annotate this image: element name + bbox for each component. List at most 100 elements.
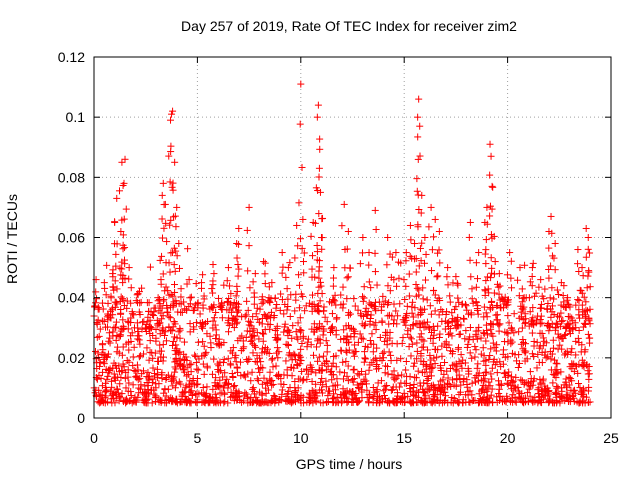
x-tick-label: 15 [396, 430, 412, 446]
data-point [411, 373, 419, 381]
data-point [547, 313, 555, 321]
data-point [266, 321, 274, 329]
data-point [230, 299, 238, 307]
data-point [208, 370, 216, 378]
data-point [118, 265, 126, 273]
data-point [402, 282, 410, 290]
data-point [513, 357, 521, 365]
data-point [198, 352, 206, 360]
data-point [316, 366, 324, 374]
data-point [441, 325, 449, 333]
data-point [136, 340, 144, 348]
data-point [193, 365, 201, 373]
data-point [120, 324, 128, 332]
data-point [253, 352, 261, 360]
data-point [259, 364, 267, 372]
data-point [526, 383, 534, 391]
data-point [403, 302, 411, 310]
data-point [313, 343, 321, 351]
data-point-peak [520, 294, 528, 302]
data-point [145, 299, 153, 307]
data-point [505, 368, 513, 376]
data-point-peak [435, 227, 443, 235]
data-point [330, 352, 338, 360]
data-point [384, 312, 392, 320]
data-point [576, 397, 584, 405]
data-point [443, 308, 451, 316]
data-point [365, 278, 373, 286]
y-tick-label: 0.08 [58, 169, 85, 185]
data-point [248, 368, 256, 376]
data-point [108, 383, 116, 391]
data-point [306, 299, 314, 307]
data-point [249, 349, 257, 357]
data-point [562, 381, 570, 389]
data-point [573, 398, 581, 406]
data-point [295, 351, 303, 359]
data-point [95, 332, 103, 340]
data-point [350, 365, 358, 373]
data-point [534, 390, 542, 398]
data-point-peak [299, 215, 307, 223]
data-point [285, 397, 293, 405]
data-point [434, 272, 442, 280]
data-point [482, 395, 490, 403]
data-point [113, 385, 121, 393]
data-point [273, 344, 281, 352]
data-point [170, 333, 178, 341]
data-point [414, 367, 422, 375]
data-point [166, 178, 174, 186]
data-point [512, 398, 520, 406]
data-point [211, 398, 219, 406]
data-point [110, 370, 118, 378]
data-point [426, 302, 434, 310]
data-point [417, 350, 425, 358]
data-point [232, 351, 240, 359]
data-point [282, 392, 290, 400]
data-point-peak [316, 188, 324, 196]
data-point [138, 325, 146, 333]
data-point [313, 306, 321, 314]
data-point [464, 340, 472, 348]
data-point [105, 329, 113, 337]
data-point [355, 371, 363, 379]
data-point [407, 387, 415, 395]
data-point [386, 250, 394, 258]
data-point [237, 372, 245, 380]
data-point [343, 295, 351, 303]
data-point [531, 393, 539, 401]
data-point [246, 284, 254, 292]
data-point [168, 249, 176, 257]
data-point [488, 297, 496, 305]
data-point [190, 325, 198, 333]
data-point [273, 331, 281, 339]
data-point [517, 308, 525, 316]
data-point [307, 363, 315, 371]
data-point [366, 337, 374, 345]
data-point [208, 304, 216, 312]
data-point [578, 389, 586, 397]
data-point [487, 269, 495, 277]
y-tick-label: 0.04 [58, 290, 85, 306]
data-point [175, 300, 183, 308]
data-point [482, 260, 490, 268]
data-point [161, 328, 169, 336]
data-point [180, 356, 188, 364]
data-point [538, 319, 546, 327]
data-point [398, 339, 406, 347]
data-point [413, 347, 421, 355]
data-point [242, 311, 250, 319]
x-tick-label: 10 [293, 430, 309, 446]
data-point [524, 397, 532, 405]
data-point [115, 187, 123, 195]
data-point [515, 292, 523, 300]
data-point [332, 301, 340, 309]
data-point [261, 398, 269, 406]
data-point [157, 353, 165, 361]
data-point [322, 377, 330, 385]
data-point [424, 346, 432, 354]
data-point [557, 322, 565, 330]
data-point [401, 295, 409, 303]
data-point [554, 312, 562, 320]
data-point [168, 372, 176, 380]
